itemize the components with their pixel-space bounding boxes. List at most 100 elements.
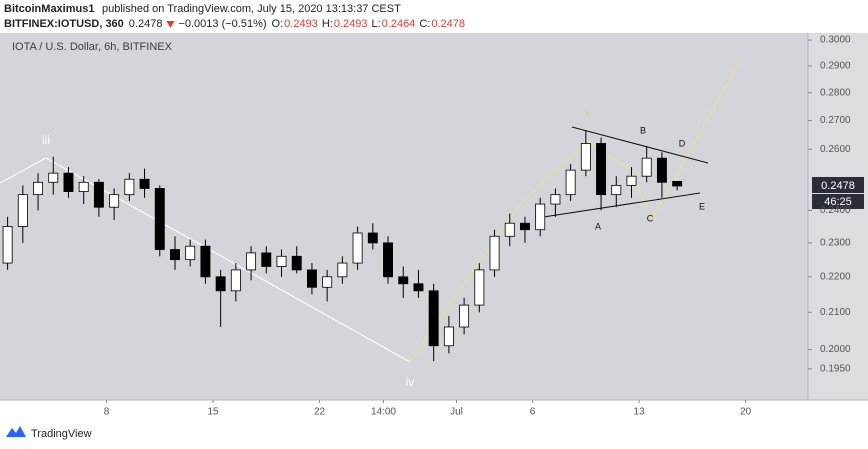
wave-line xyxy=(0,157,411,363)
candle-body xyxy=(109,194,120,208)
candle-body xyxy=(367,232,378,244)
candle-body xyxy=(261,252,272,267)
y-tick-label: 0.2900 xyxy=(820,61,851,72)
symbol-line: BITFINEX:IOTUSD, 360 0.2478 −0.0013 (−0.51… xyxy=(4,18,465,30)
header-text: BITFINEX:IOTUSD, 360 xyxy=(4,18,124,30)
y-tick-label: 0.2200 xyxy=(820,271,851,282)
candle-body xyxy=(291,255,302,271)
candle-body xyxy=(337,262,348,278)
header-text: −0.0013 (−0.51%) xyxy=(178,18,266,30)
x-tick-label: Jul xyxy=(450,407,463,418)
annotations: iii iv v A B C D E xyxy=(42,107,705,389)
candle-body xyxy=(230,269,241,292)
candle-body xyxy=(504,222,515,237)
wave-line xyxy=(409,59,741,363)
candle-body xyxy=(550,194,561,205)
candle-body xyxy=(124,178,135,196)
candle-body xyxy=(489,235,500,271)
wave-label: C xyxy=(647,213,654,223)
chart-title: IOTA / U.S. Dollar, 6h, BITFINEX xyxy=(12,41,173,53)
candle-body xyxy=(565,169,576,196)
candles xyxy=(2,130,683,362)
candle-body xyxy=(641,157,652,177)
price-label-box xyxy=(812,177,864,193)
candle-body xyxy=(246,252,257,271)
candle-body xyxy=(535,203,546,231)
trend-line xyxy=(536,192,701,219)
candle-body xyxy=(17,194,28,227)
header-text: 0.2478 xyxy=(431,18,465,30)
header-text: O: xyxy=(272,18,284,30)
countdown-box xyxy=(812,194,864,209)
candle-body xyxy=(656,157,667,183)
y-tick-label: 0.3000 xyxy=(820,35,851,46)
candle-body xyxy=(154,188,165,250)
candle-body xyxy=(443,326,454,347)
y-tick-label: 0.2400 xyxy=(820,205,851,216)
candle-body xyxy=(215,276,226,292)
header-text: 0.2493 xyxy=(334,18,368,30)
header-text: L: xyxy=(371,18,380,30)
header-text: C: xyxy=(419,18,430,30)
candle-body xyxy=(200,245,211,278)
x-tick-label: 15 xyxy=(207,407,219,418)
candle-body xyxy=(170,249,180,261)
header-text: H: xyxy=(322,18,333,30)
candle-body xyxy=(352,232,363,264)
candle-body xyxy=(398,276,409,285)
logo xyxy=(6,426,26,437)
candle-body xyxy=(2,226,13,264)
published: published on TradingView.com, July 15, 2… xyxy=(102,3,401,15)
y-tick-label: 0.2800 xyxy=(820,87,851,98)
trend-line xyxy=(571,126,709,164)
wave-label: B xyxy=(640,125,646,135)
wave-label: iii xyxy=(42,133,50,147)
candle-body xyxy=(322,276,333,288)
candle-body xyxy=(580,143,591,171)
candle-body xyxy=(63,172,74,192)
logo-icon xyxy=(6,426,26,437)
last-price: 0.2478 xyxy=(821,180,855,192)
wave-label: E xyxy=(699,201,705,211)
candle-body xyxy=(428,290,439,347)
author: BitcoinMaximus1 xyxy=(4,3,94,15)
candle-body xyxy=(413,283,424,292)
candle-body xyxy=(276,255,287,267)
brand: TradingView xyxy=(31,428,92,440)
header-text: 0.2493 xyxy=(284,18,318,30)
candle-body xyxy=(93,181,104,208)
candle-body xyxy=(383,242,393,278)
down-arrow xyxy=(166,21,175,28)
price-axis xyxy=(808,33,868,400)
x-tick-label: 20 xyxy=(740,407,752,418)
wave-label: iv xyxy=(406,375,415,389)
y-tick-label: 0.1950 xyxy=(820,364,851,375)
candle-body xyxy=(520,222,530,231)
x-tick-label: 14:00 xyxy=(371,407,396,418)
x-tick-label: 6 xyxy=(530,407,536,418)
x-tick-label: 22 xyxy=(314,407,326,418)
candle-body xyxy=(474,269,485,306)
y-tick-label: 0.2700 xyxy=(820,115,851,126)
header-text: 0.2464 xyxy=(382,18,416,30)
y-tick-label: 0.2300 xyxy=(820,238,851,249)
candle-body xyxy=(48,172,59,183)
candle-body xyxy=(672,180,683,187)
candle-body xyxy=(139,178,150,189)
y-tick-label: 0.2100 xyxy=(820,307,851,318)
candle-body xyxy=(596,143,607,196)
y-tick-label: 0.2600 xyxy=(820,144,851,155)
candle-body xyxy=(33,181,44,196)
candle-body xyxy=(626,175,637,186)
x-tick-label: 13 xyxy=(634,407,646,418)
candle-body xyxy=(78,181,89,192)
countdown: 46:25 xyxy=(824,196,852,208)
y-tick-label: 0.2000 xyxy=(820,344,851,355)
candle-body xyxy=(185,245,196,261)
candle-body xyxy=(459,304,470,328)
header-text: 0.2478 xyxy=(129,18,163,30)
x-tick-label: 8 xyxy=(104,407,110,418)
wave-label: D xyxy=(679,138,686,148)
